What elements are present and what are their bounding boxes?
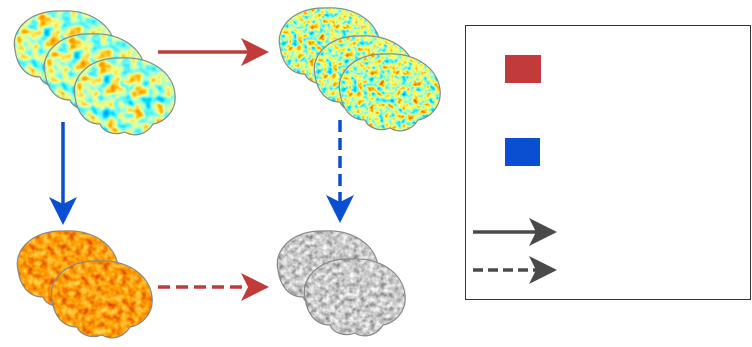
- legend-red-swatch: [505, 55, 541, 83]
- brains-bottom-right: [277, 231, 405, 336]
- brains-bottom-left: [17, 231, 152, 338]
- diagram: [0, 0, 752, 342]
- legend-blue-swatch: [505, 138, 540, 166]
- brains-top-right: [279, 8, 440, 131]
- brains-top-left: [14, 11, 175, 135]
- legend: [466, 26, 751, 300]
